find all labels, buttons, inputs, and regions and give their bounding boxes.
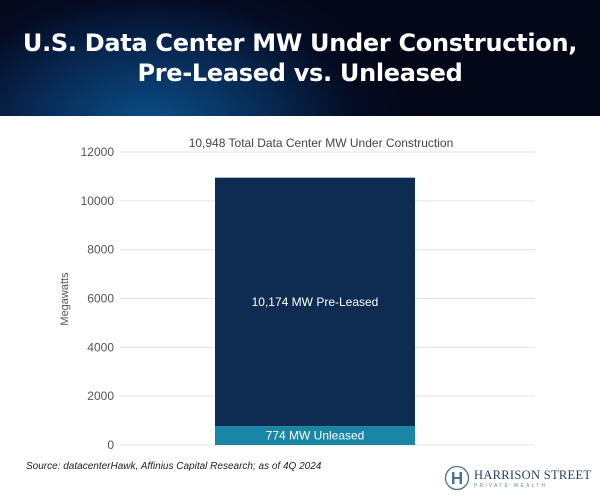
title-line-2: Pre-Leased vs. Unleased (137, 59, 463, 87)
bar-segment-pre-leased (215, 177, 415, 427)
bar-data-label: 774 MW Unleased (266, 429, 365, 443)
stacked-bar-chart: 10,948 Total Data Center MW Under Constr… (59, 136, 535, 452)
y-tick-label: 2000 (87, 389, 114, 403)
bar-segment-unleased (215, 426, 415, 445)
logo-name: HARRISON STREET (474, 467, 592, 482)
bar-data-label: 10,174 MW Pre-Leased (252, 295, 379, 309)
y-tick-label: 12000 (81, 145, 115, 159)
logo-emblem-icon (444, 465, 470, 491)
y-tick-label: 4000 (87, 340, 114, 354)
harrison-street-logo: HARRISON STREET PRIVATE WEALTH (444, 465, 591, 491)
y-tick-label: 10000 (81, 194, 115, 208)
title-line-1: U.S. Data Center MW Under Construction, (22, 29, 578, 57)
y-tick-label: 8000 (87, 243, 114, 257)
y-tick-label: 6000 (87, 292, 114, 306)
chart-title: 10,948 Total Data Center MW Under Constr… (189, 136, 454, 150)
logo-subtitle: PRIVATE WEALTH (474, 482, 548, 489)
header-banner: U.S. Data Center MW Under Construction, … (0, 0, 600, 116)
y-axis-label: Megawatts (59, 272, 71, 326)
source-note: Source: datacenterHawk, Affinius Capital… (26, 461, 322, 472)
y-tick-label: 0 (107, 438, 114, 452)
